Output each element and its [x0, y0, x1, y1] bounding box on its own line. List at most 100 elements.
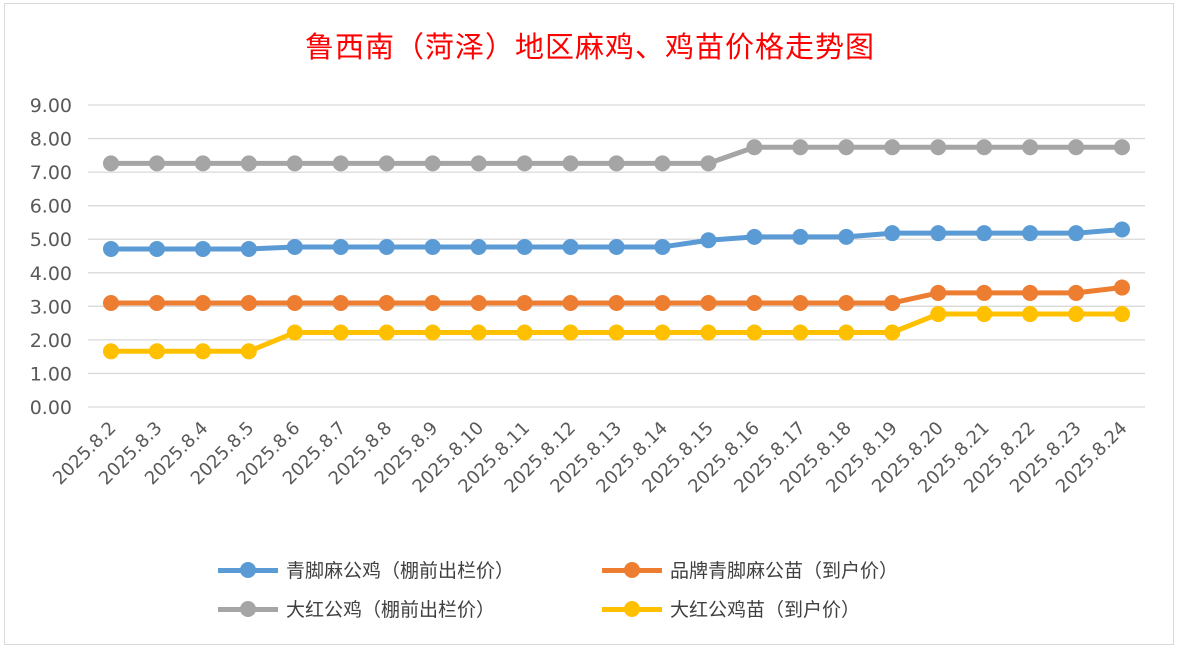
data-point: [286, 324, 303, 341]
data-point: [930, 306, 947, 323]
data-point: [700, 294, 717, 311]
legend-item-3: 大红公鸡苗（到户价）: [602, 595, 860, 622]
legend-item-2: 大红公鸡（棚前出栏价）: [218, 595, 495, 622]
data-point: [792, 324, 809, 341]
data-point: [792, 294, 809, 311]
data-point: [102, 294, 119, 311]
data-point: [240, 294, 257, 311]
data-point: [1114, 221, 1131, 238]
data-point: [884, 294, 901, 311]
data-point: [194, 343, 211, 360]
data-point: [654, 324, 671, 341]
y-tick-label: 9.00: [30, 95, 72, 117]
data-point: [1068, 225, 1085, 242]
legend-swatch: [602, 560, 662, 580]
data-point: [1068, 306, 1085, 323]
data-point: [102, 240, 119, 257]
data-point: [102, 155, 119, 172]
chart-frame: [4, 3, 1174, 645]
data-point: [976, 306, 993, 323]
data-point: [608, 155, 625, 172]
data-point: [1068, 139, 1085, 156]
data-point: [332, 324, 349, 341]
data-point: [240, 155, 257, 172]
data-point: [424, 294, 441, 311]
data-point: [654, 238, 671, 255]
data-point: [1068, 284, 1085, 301]
data-point: [608, 238, 625, 255]
data-point: [746, 294, 763, 311]
y-tick-label: 7.00: [30, 162, 72, 184]
data-point: [930, 225, 947, 242]
data-point: [562, 155, 579, 172]
legend-swatch: [218, 560, 278, 580]
data-point: [792, 139, 809, 156]
data-point: [654, 155, 671, 172]
data-point: [838, 228, 855, 245]
legend-swatch: [218, 599, 278, 619]
data-point: [838, 294, 855, 311]
data-point: [562, 238, 579, 255]
data-point: [470, 324, 487, 341]
data-point: [286, 155, 303, 172]
data-point: [884, 139, 901, 156]
data-point: [516, 324, 533, 341]
y-tick-label: 2.00: [30, 330, 72, 352]
data-point: [884, 225, 901, 242]
legend-item-1: 品牌青脚麻公苗（到户价）: [602, 556, 898, 583]
data-point: [884, 324, 901, 341]
data-point: [1114, 306, 1131, 323]
data-point: [792, 228, 809, 245]
data-point: [148, 240, 165, 257]
legend-label: 品牌青脚麻公苗（到户价）: [670, 560, 899, 582]
data-point: [240, 240, 257, 257]
legend-swatch: [602, 599, 662, 619]
data-point: [1022, 225, 1039, 242]
data-point: [378, 294, 395, 311]
data-point: [746, 228, 763, 245]
data-point: [516, 238, 533, 255]
data-point: [1114, 139, 1131, 156]
data-point: [976, 139, 993, 156]
data-point: [286, 238, 303, 255]
data-point: [194, 155, 211, 172]
data-point: [700, 324, 717, 341]
data-point: [562, 294, 579, 311]
data-point: [608, 324, 625, 341]
data-point: [1114, 279, 1131, 296]
data-point: [838, 324, 855, 341]
data-point: [470, 155, 487, 172]
data-point: [102, 343, 119, 360]
data-point: [516, 294, 533, 311]
data-point: [286, 294, 303, 311]
data-point: [378, 155, 395, 172]
data-point: [746, 139, 763, 156]
data-point: [332, 238, 349, 255]
data-point: [148, 294, 165, 311]
data-point: [378, 324, 395, 341]
data-point: [424, 238, 441, 255]
y-tick-label: 1.00: [30, 363, 72, 385]
data-point: [654, 294, 671, 311]
y-tick-label: 5.00: [30, 229, 72, 251]
chart-title: 鲁西南（菏泽）地区麻鸡、鸡苗价格走势图: [304, 30, 875, 64]
data-point: [516, 155, 533, 172]
data-point: [470, 294, 487, 311]
data-point: [562, 324, 579, 341]
data-point: [608, 294, 625, 311]
legend-label: 大红公鸡苗（到户价）: [670, 599, 861, 621]
data-point: [194, 240, 211, 257]
data-point: [240, 343, 257, 360]
data-point: [976, 225, 993, 242]
y-tick-label: 0.00: [30, 397, 72, 419]
data-point: [930, 139, 947, 156]
data-point: [194, 294, 211, 311]
data-point: [838, 139, 855, 156]
legend-item-0: 青脚麻公鸡（棚前出栏价）: [218, 556, 514, 583]
y-tick-label: 3.00: [30, 296, 72, 318]
data-point: [470, 238, 487, 255]
data-point: [332, 294, 349, 311]
y-tick-label: 4.00: [30, 263, 72, 285]
data-point: [332, 155, 349, 172]
